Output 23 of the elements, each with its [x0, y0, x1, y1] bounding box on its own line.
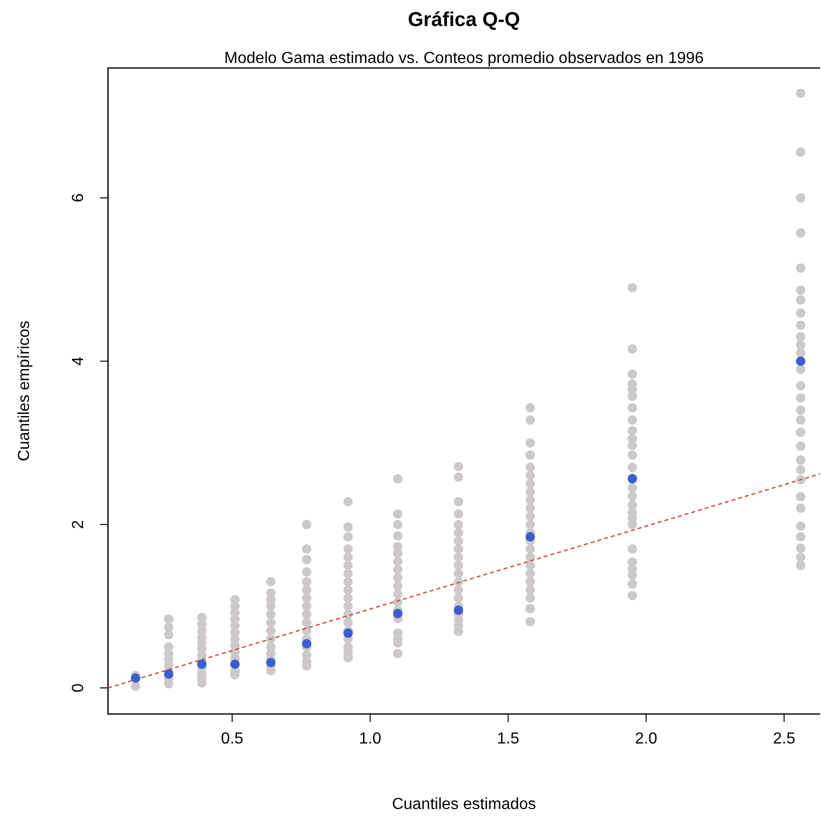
point [393, 608, 402, 618]
x-tick-label: 1.5 [497, 730, 520, 748]
point [343, 628, 353, 638]
point [197, 659, 207, 669]
x-tick-label: 2.5 [773, 730, 796, 748]
point [796, 356, 806, 366]
y-tick-label: 2 [70, 520, 87, 529]
point [526, 532, 535, 542]
x-tick-label: 2.0 [635, 730, 658, 748]
point [266, 658, 276, 668]
y-tick-label: 0 [70, 683, 87, 692]
y-tick-label: 6 [70, 193, 87, 202]
x-tick-label: 1.0 [359, 730, 382, 748]
y-axis-title: Cuantiles empíricos [16, 320, 33, 462]
y-tick-label: 4 [70, 356, 87, 366]
x-tick-label: 0.5 [221, 730, 244, 748]
chart-subtitle: Modelo Gama estimado vs. Conteos promedio observados en 1996 [224, 50, 704, 67]
point [302, 639, 312, 648]
x-axis-title: Cuantiles estimados [392, 796, 536, 813]
point [164, 669, 174, 679]
point [454, 606, 464, 615]
chart-title: Gráfica Q-Q [408, 9, 520, 31]
point [130, 673, 140, 683]
